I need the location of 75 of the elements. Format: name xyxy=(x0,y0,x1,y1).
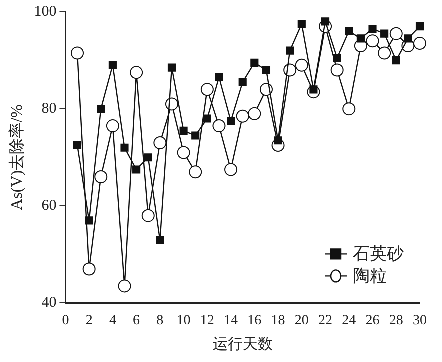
point xyxy=(390,27,403,40)
point xyxy=(414,37,426,50)
x-tick-label: 28 xyxy=(389,313,404,328)
point xyxy=(224,163,238,176)
x-tick-label: 24 xyxy=(342,313,356,328)
point xyxy=(130,66,144,80)
point xyxy=(404,34,412,43)
point xyxy=(168,64,176,72)
point xyxy=(192,132,200,140)
x-tick-label: 4 xyxy=(109,313,116,328)
point xyxy=(156,236,164,244)
x-tick-label: 16 xyxy=(248,313,262,328)
x-tick-label: 14 xyxy=(224,313,238,328)
point xyxy=(82,262,96,276)
x-tick-label: 20 xyxy=(294,313,309,328)
point xyxy=(262,66,271,74)
point xyxy=(366,34,380,48)
point xyxy=(215,73,224,82)
point xyxy=(180,126,188,135)
point xyxy=(97,105,106,114)
point xyxy=(177,146,190,160)
point xyxy=(203,114,212,123)
point xyxy=(200,83,214,96)
point xyxy=(94,170,108,184)
point xyxy=(345,27,354,36)
point xyxy=(106,120,120,133)
x-axis-title: 运行天数 xyxy=(212,336,273,353)
point xyxy=(132,166,141,174)
x-tick-label: 0 xyxy=(62,313,70,328)
y-axis-title: As(V)去除率/% xyxy=(8,104,26,210)
point xyxy=(118,280,132,293)
point xyxy=(85,216,94,225)
point xyxy=(321,18,330,26)
point xyxy=(71,46,84,60)
point xyxy=(368,24,377,34)
point xyxy=(356,34,365,43)
x-tick-label: 8 xyxy=(156,313,164,328)
point xyxy=(342,102,356,116)
x-tick-label: 12 xyxy=(200,313,214,328)
x-tick-label: 22 xyxy=(318,313,333,328)
point xyxy=(144,154,152,162)
point xyxy=(189,166,202,179)
point xyxy=(295,58,308,72)
y-tick-label: 80 xyxy=(42,101,57,118)
point xyxy=(142,209,155,222)
legend-label: 陶粒 xyxy=(353,266,387,286)
point xyxy=(227,117,236,126)
point xyxy=(378,46,392,60)
point xyxy=(333,54,342,62)
point xyxy=(108,61,117,70)
point xyxy=(330,64,344,77)
legend-label: 石英砂 xyxy=(353,244,404,264)
point xyxy=(416,22,424,31)
x-tick-label: 10 xyxy=(176,313,191,328)
x-tick-label: 2 xyxy=(86,313,93,328)
x-tick-label: 18 xyxy=(271,313,286,328)
x-tick-label: 26 xyxy=(366,313,380,328)
x-tick-label: 30 xyxy=(413,313,427,328)
point xyxy=(73,141,82,150)
y-tick-label: 60 xyxy=(42,198,57,214)
y-tick-label: 40 xyxy=(42,295,57,312)
point xyxy=(286,46,294,55)
point xyxy=(236,110,250,123)
point xyxy=(120,144,129,152)
point xyxy=(274,136,282,145)
point xyxy=(380,30,389,38)
point xyxy=(298,20,306,28)
point xyxy=(212,120,226,133)
point xyxy=(238,78,247,86)
point xyxy=(248,107,262,120)
point xyxy=(154,136,167,150)
point xyxy=(250,58,259,67)
point xyxy=(392,56,400,65)
x-tick-label: 6 xyxy=(133,313,140,328)
y-tick-label: 100 xyxy=(34,4,57,20)
